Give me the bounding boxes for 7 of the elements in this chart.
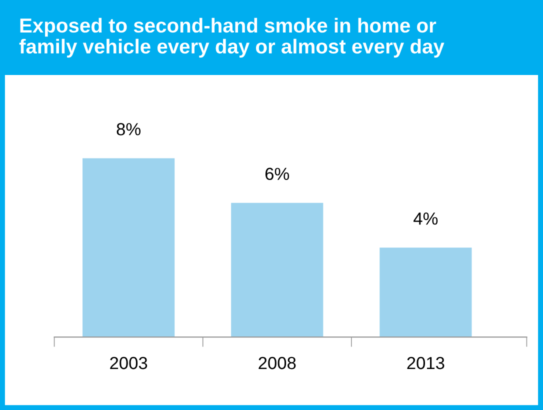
data-label: 8% (116, 123, 141, 136)
data-label: 6% (265, 168, 290, 180)
x-tick-label: 2008 (258, 356, 296, 370)
chart-title: Exposed to second-hand smoke in home or family vehicle every day or almost every day (19, 18, 444, 58)
x-tick-label: 2003 (110, 356, 148, 370)
x-tick-label: 2013 (407, 356, 444, 370)
data-label: 4% (414, 212, 438, 225)
